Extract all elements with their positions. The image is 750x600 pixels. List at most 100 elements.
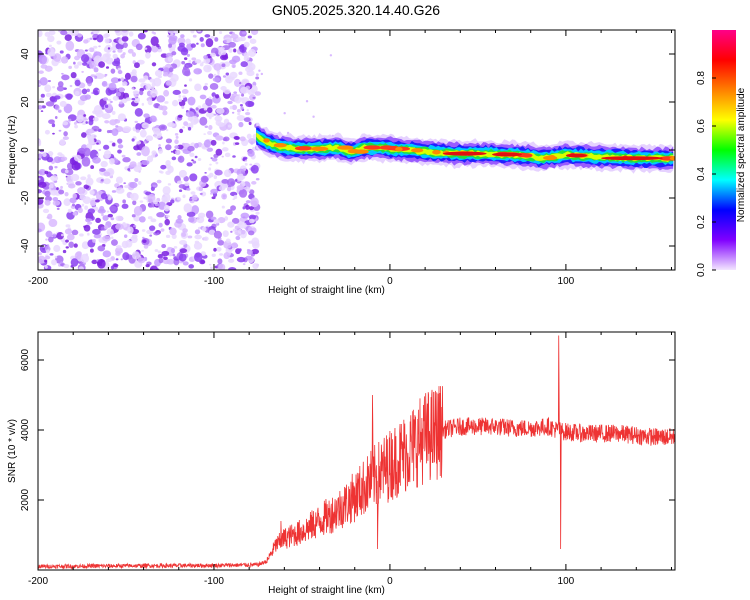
noise-speckle — [205, 112, 215, 118]
noise-speckle — [74, 251, 82, 260]
noise-speckle — [82, 62, 88, 66]
noise-speckle — [238, 189, 248, 198]
noise-speckle — [218, 185, 226, 191]
noise-speckle — [177, 214, 182, 220]
noise-speckle — [225, 72, 230, 76]
noise-speckle — [224, 61, 231, 67]
noise-speckle — [165, 159, 171, 167]
noise-speckle — [81, 88, 88, 95]
noise-speckle — [75, 181, 82, 186]
noise-speckle — [182, 194, 186, 199]
noise-speckle — [80, 176, 87, 181]
noise-speckle — [145, 52, 151, 59]
noise-speckle — [252, 96, 256, 99]
spectrogram-y-tick-label: 0 — [20, 147, 31, 153]
noise-speckle — [185, 38, 191, 45]
noise-speckle — [113, 57, 121, 65]
noise-speckle — [83, 184, 90, 190]
noise-speckle — [59, 139, 66, 146]
noise-speckle — [127, 168, 131, 171]
noise-speckle — [186, 211, 196, 218]
snr-y-tick-label: 6000 — [20, 348, 31, 371]
noise-speckle — [177, 155, 185, 163]
noise-speckle — [89, 248, 94, 253]
noise-speckle — [38, 170, 43, 175]
noise-speckle — [194, 229, 201, 235]
noise-speckle — [170, 150, 174, 153]
noise-speckle — [201, 226, 207, 232]
noise-speckle — [220, 47, 225, 50]
noise-speckle — [88, 119, 94, 126]
noise-speckle — [211, 196, 216, 200]
noise-speckle — [215, 119, 222, 126]
noise-speckle — [199, 62, 204, 67]
noise-speckle — [83, 114, 87, 117]
noise-speckle — [248, 48, 257, 57]
noise-speckle — [109, 119, 117, 126]
noise-speckle — [164, 218, 170, 226]
noise-speckle — [240, 61, 248, 68]
noise-speckle — [67, 183, 76, 189]
noise-speckle — [249, 218, 255, 224]
noise-speckle — [48, 184, 54, 189]
noise-speckle — [100, 178, 104, 182]
noise-speckle — [103, 150, 112, 159]
noise-speckle — [203, 55, 209, 60]
noise-speckle — [81, 132, 87, 138]
noise-speckle — [240, 106, 244, 110]
noise-speckle — [124, 185, 130, 189]
spectrogram-x-axis-label: Height of straight line (km) — [268, 285, 385, 296]
noise-speckle — [160, 171, 164, 174]
noise-speckle — [56, 187, 59, 191]
noise-speckle — [133, 206, 143, 216]
noise-speckle — [236, 185, 244, 191]
noise-speckle — [147, 99, 153, 106]
noise-speckle — [102, 215, 109, 221]
noise-speckle — [131, 52, 137, 57]
noise-speckle — [168, 67, 174, 73]
noise-speckle — [118, 101, 123, 105]
noise-speckle — [115, 187, 125, 194]
noise-speckle — [210, 35, 215, 39]
noise-speckle — [187, 126, 192, 131]
noise-speckle — [81, 70, 84, 73]
noise-speckle — [92, 238, 96, 243]
noise-speckle — [60, 56, 69, 64]
noise-speckle — [137, 32, 146, 40]
noise-speckle — [246, 70, 255, 77]
noise-speckle — [222, 90, 226, 93]
noise-speckle — [101, 74, 105, 78]
noise-speckle — [150, 85, 155, 90]
noise-speckle — [183, 57, 188, 61]
noise-speckle — [175, 218, 184, 224]
noise-speckle — [238, 121, 244, 128]
noise-speckle — [153, 199, 158, 205]
noise-speckle — [97, 208, 106, 214]
noise-speckle — [150, 88, 158, 98]
noise-speckle — [67, 208, 72, 213]
noise-speckle — [238, 71, 243, 76]
noise-speckle — [249, 94, 256, 101]
noise-speckle — [167, 183, 172, 186]
noise-speckle — [129, 193, 135, 199]
noise-speckle — [197, 105, 202, 108]
noise-speckle — [87, 208, 96, 214]
ridge-peak — [395, 146, 403, 152]
noise-speckle — [244, 159, 248, 162]
noise-speckle — [211, 157, 218, 162]
noise-speckle — [136, 140, 142, 145]
noise-speckle — [180, 47, 189, 56]
noise-speckle — [77, 61, 83, 66]
noise-speckle — [235, 235, 241, 241]
noise-speckle — [145, 264, 150, 268]
snr-marks — [38, 335, 675, 570]
noise-speckle — [216, 107, 225, 115]
noise-speckle — [48, 236, 54, 243]
noise-speckle — [106, 210, 110, 213]
noise-speckle — [147, 193, 156, 203]
noise-speckle — [165, 144, 172, 151]
noise-speckle — [225, 238, 231, 243]
noise-speckle — [80, 253, 90, 263]
noise-speckle — [240, 212, 250, 219]
noise-speckle — [233, 48, 237, 53]
